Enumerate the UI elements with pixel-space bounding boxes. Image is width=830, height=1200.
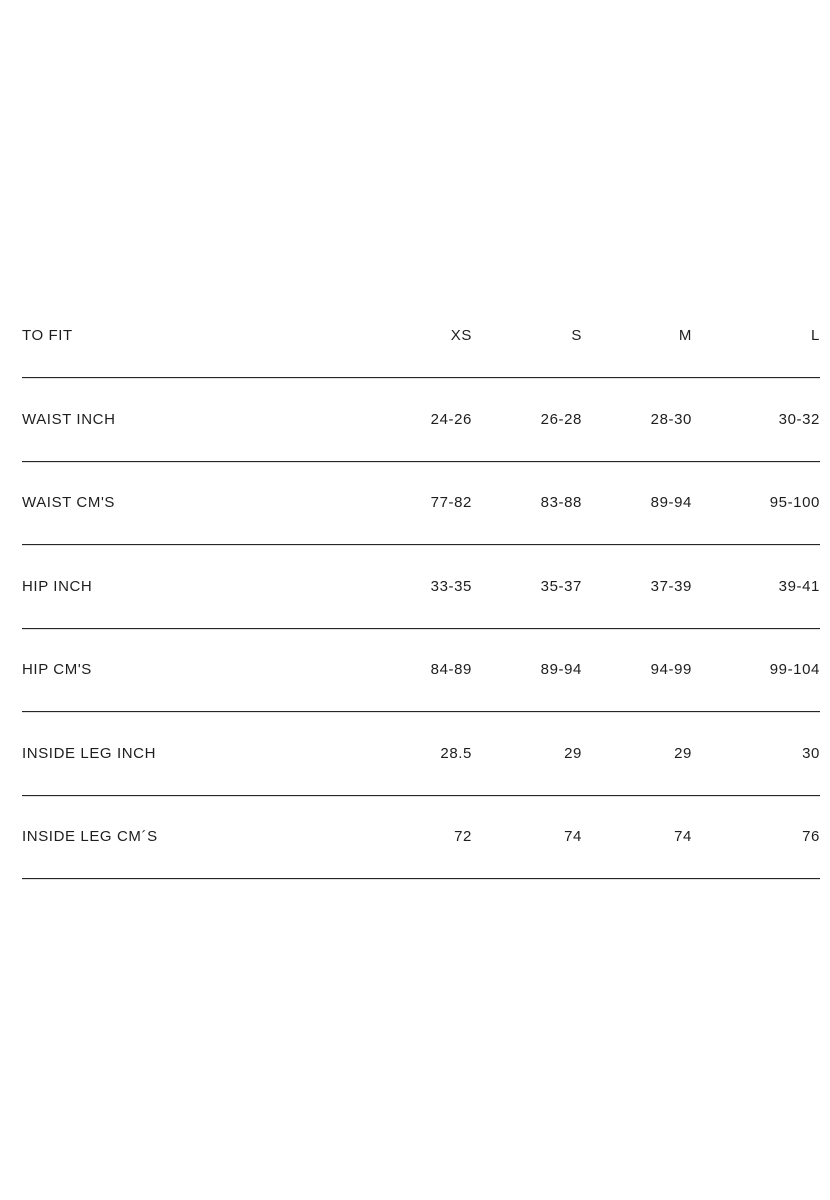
table-row-hip-inch: HIP INCH 33-35 35-37 37-39 39-41 [22, 545, 820, 629]
cell-value: 39-41 [778, 577, 820, 595]
cell-value: 28-30 [650, 410, 692, 428]
cell-value: 72 [454, 828, 472, 846]
cell-value: 76 [802, 828, 820, 846]
cell-value: 77-82 [430, 494, 472, 512]
cell-value: 37-39 [650, 577, 692, 595]
cell-value: 99-104 [769, 661, 820, 679]
cell-value: 28.5 [440, 744, 472, 762]
cell-value: 24-26 [430, 410, 472, 428]
row-label: WAIST CM'S [22, 494, 116, 512]
cell-value: 84-89 [430, 661, 472, 679]
cell-value: 89-94 [540, 661, 582, 679]
row-label: WAIST INCH [22, 410, 116, 428]
row-label: INSIDE LEG INCH [22, 744, 157, 762]
row-label: HIP INCH [22, 577, 93, 595]
cell-value: 94-99 [650, 661, 692, 679]
table-row-inside-leg-inch: INSIDE LEG INCH 28.5 29 29 30 [22, 712, 820, 796]
header-size-l: L [811, 326, 820, 344]
cell-value: 29 [674, 744, 692, 762]
table-row-hip-cms: HIP CM'S 84-89 89-94 94-99 99-104 [22, 629, 820, 712]
size-chart-table: TO FIT XS S M L WAIST INCH 24-26 26-28 2… [22, 293, 820, 879]
header-size-s: S [571, 326, 582, 344]
cell-value: 35-37 [540, 577, 582, 595]
size-chart-header-row: TO FIT XS S M L [22, 293, 820, 378]
cell-value: 30-32 [778, 410, 820, 428]
cell-value: 89-94 [650, 494, 692, 512]
table-row-inside-leg-cms: INSIDE LEG CM´S 72 74 74 76 [22, 796, 820, 879]
table-row-waist-cms: WAIST CM'S 77-82 83-88 89-94 95-100 [22, 462, 820, 545]
row-label: HIP CM'S [22, 661, 92, 679]
header-size-xs: XS [450, 326, 472, 344]
cell-value: 26-28 [540, 410, 582, 428]
header-size-m: M [678, 326, 692, 344]
cell-value: 30 [802, 744, 820, 762]
cell-value: 74 [674, 828, 692, 846]
table-row-waist-inch: WAIST INCH 24-26 26-28 28-30 30-32 [22, 378, 820, 462]
cell-value: 95-100 [769, 494, 820, 512]
cell-value: 33-35 [430, 577, 472, 595]
cell-value: 83-88 [540, 494, 582, 512]
row-label: INSIDE LEG CM´S [22, 828, 158, 846]
cell-value: 29 [564, 744, 582, 762]
header-to-fit: TO FIT [22, 326, 73, 344]
cell-value: 74 [564, 828, 582, 846]
